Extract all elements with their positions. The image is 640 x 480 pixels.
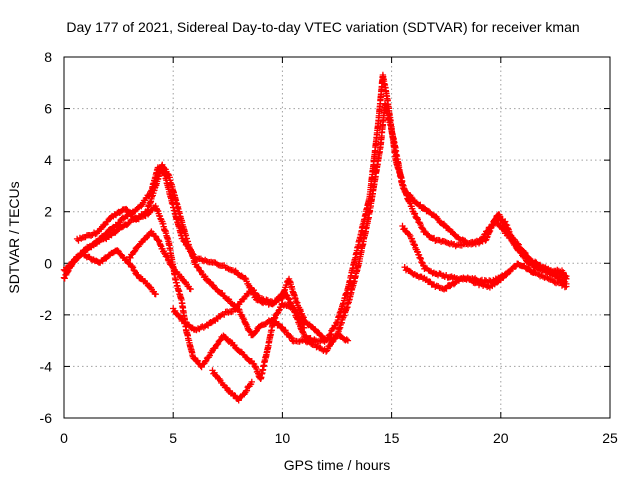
data-point-markers xyxy=(401,264,511,293)
series-track-7 xyxy=(126,228,194,293)
tick-layer: 0 5 10 15 20 25 -6 -4 -2 0 2 4 6 8 xyxy=(40,49,618,446)
data-point-markers xyxy=(493,217,570,282)
y-axis-label: SDTVAR / TECUs xyxy=(6,181,22,293)
x-tick-label: 0 xyxy=(60,430,68,446)
chart-title: Day 177 of 2021, Sidereal Day-to-day VTE… xyxy=(66,19,579,35)
x-tick-label: 20 xyxy=(493,430,509,446)
plot-frame xyxy=(63,56,611,419)
series-layer xyxy=(60,71,570,404)
x-tick-label: 5 xyxy=(169,430,177,446)
y-tick-label: -2 xyxy=(40,307,53,323)
y-tick-label: 4 xyxy=(44,152,52,168)
series-track-3 xyxy=(60,247,159,298)
series-track-1 xyxy=(60,71,570,344)
data-point-markers xyxy=(126,228,194,293)
x-tick-label: 10 xyxy=(275,430,291,446)
y-tick-label: 6 xyxy=(44,101,52,117)
data-point-markers xyxy=(60,71,570,344)
x-axis-label: GPS time / hours xyxy=(284,457,391,473)
data-point-markers xyxy=(209,367,255,404)
series-track-6 xyxy=(209,367,255,404)
y-tick-label: 8 xyxy=(44,49,52,65)
y-tick-label: -6 xyxy=(40,410,53,426)
series-track-9 xyxy=(401,264,511,293)
y-tick-label: -4 xyxy=(40,358,53,374)
y-tick-label: 2 xyxy=(44,204,52,220)
data-point-markers xyxy=(60,247,159,298)
series-track-10 xyxy=(493,217,570,282)
data-point-markers xyxy=(170,285,352,345)
y-tick-label: 0 xyxy=(44,255,52,271)
series-track-5 xyxy=(170,285,352,345)
x-tick-label: 25 xyxy=(602,430,618,446)
x-tick-label: 15 xyxy=(384,430,400,446)
